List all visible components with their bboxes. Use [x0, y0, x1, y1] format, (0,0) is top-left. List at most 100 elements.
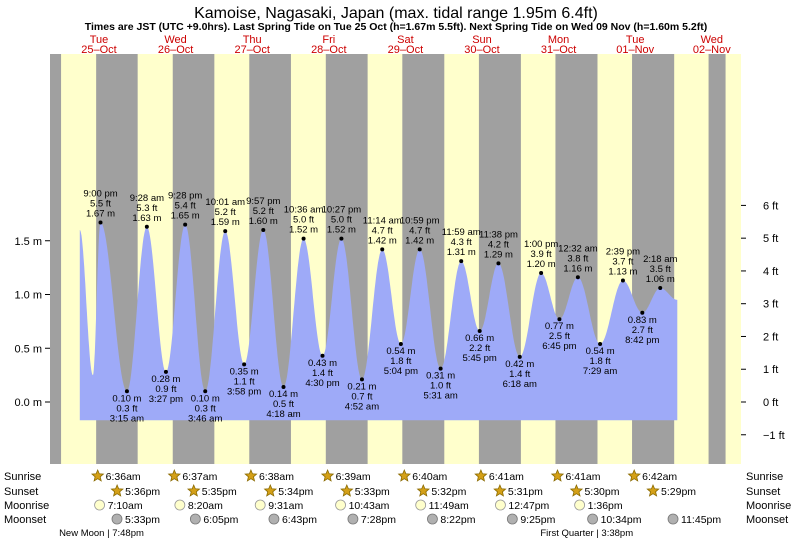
row-label-right: Moonset — [746, 514, 788, 526]
tide-label-line: 4:52 am — [345, 401, 379, 412]
tide-label-line: 3.9 ft — [531, 249, 552, 260]
day-date-label: 25–Oct — [81, 44, 116, 56]
tide-labels-layer: 9:00 pm5.5 ft1.67 m0.10 m0.3 ft3:15 am9:… — [83, 188, 677, 424]
tide-point — [281, 384, 286, 389]
day-date-label: 01–Nov — [616, 44, 654, 56]
day-of-week-label: Mon — [548, 34, 569, 46]
moonrise-time: 12:47pm — [508, 500, 549, 512]
moonset-time: 11:45pm — [681, 514, 721, 526]
tide-label-line: 4.2 ft — [488, 239, 509, 250]
sunset-icon — [263, 483, 278, 497]
moonset-icon — [268, 513, 280, 525]
tide-label-line: 1.52 m — [327, 225, 356, 236]
moonrise-time: 8:20am — [188, 500, 223, 512]
tide-label-line: 0.14 m — [269, 389, 298, 400]
sunrise-time: 6:39am — [336, 471, 371, 483]
header-layer: Kamoise, Nagasaki, Japan (max. tidal ran… — [85, 5, 707, 33]
tide-label-line: 6:18 am — [503, 379, 537, 390]
right-axis-tick-label: −1 ft — [763, 430, 785, 442]
tide-label-line: 9:28 pm — [168, 191, 202, 202]
low-tide-label: 0.54 m1.8 ft5:04 pm — [384, 346, 418, 377]
tide-label-line: 1.8 ft — [390, 356, 411, 367]
moonrise-time: 7:10am — [108, 500, 143, 512]
tide-point — [539, 271, 544, 275]
tide-label-line: 9:00 pm — [83, 188, 117, 199]
low-tide-label: 0.28 m0.9 ft3:27 pm — [149, 374, 183, 405]
row-label-left: Moonset — [4, 514, 46, 526]
left-axis-tick-label: 1.0 m — [14, 290, 42, 302]
moonrise-time: 1:36pm — [588, 500, 623, 512]
sunset-time: 5:35pm — [202, 486, 237, 498]
moonrise-icon — [174, 499, 186, 511]
day-of-week-label: Sun — [472, 34, 492, 46]
tide-label-line: 7:29 am — [583, 366, 617, 377]
row-label-left: Sunrise — [4, 471, 41, 483]
tide-point — [203, 389, 208, 394]
axis-layer: 1.5 m 1.0 m 0.5 m 0.0 m 6 ft 5 ft 4 ft 3 ft 2 ft… — [14, 200, 784, 441]
night-band — [50, 54, 62, 464]
tide-label-line: 1:00 pm — [524, 239, 558, 250]
moonset-icon — [506, 513, 518, 525]
chart-subtitle: Times are JST (UTC +9.0hrs). Last Spring… — [85, 21, 707, 33]
tide-label-line: 1.31 m — [447, 247, 476, 258]
tide-point — [144, 224, 149, 229]
right-axis-tick-label: 1 ft — [763, 364, 778, 376]
day-of-week-label: Thu — [243, 34, 262, 46]
sunrise-time: 6:38am — [259, 471, 294, 483]
left-axis-tick-label: 1.5 m — [14, 236, 42, 248]
tide-point — [242, 362, 247, 367]
moonset-time: 7:28pm — [361, 514, 396, 526]
moonrise-icon — [254, 499, 266, 511]
day-date-label: 28–Oct — [311, 44, 346, 56]
night-band — [708, 54, 726, 464]
high-tide-label: 10:27 pm5.0 ft1.52 m — [322, 205, 362, 236]
tide-point — [417, 247, 422, 252]
sunrise-icon — [550, 468, 565, 482]
tide-label-line: 0.10 m — [112, 393, 141, 404]
tide-area-layer — [79, 222, 678, 421]
tide-label-line: 3:15 am — [110, 413, 144, 424]
tide-label-line: 0.28 m — [151, 374, 180, 385]
tide-label-line: 10:36 am — [284, 205, 324, 216]
day-of-week-label: Fri — [322, 34, 335, 46]
day-date-label: 26–Oct — [158, 44, 193, 56]
tide-point — [459, 259, 464, 264]
tide-label-line: 11:14 am — [363, 215, 402, 226]
sun-moon-table: Sunrise Sunrise Sunset Sunset Moonrise Moonri… — [4, 468, 791, 539]
right-axis-tick-label: 5 ft — [763, 233, 778, 245]
day-headers: Tue25–OctWed26–OctThu27–OctFri28–OctSat2… — [81, 34, 731, 56]
moonrise-icon — [495, 499, 506, 511]
tide-point — [339, 236, 344, 241]
tide-label-line: 0.3 ft — [195, 403, 216, 414]
tide-label-line: 0.10 m — [191, 393, 220, 404]
sunrise-icon — [320, 468, 335, 482]
tide-label-line: 2:39 pm — [606, 247, 640, 258]
tide-label-line: 4:18 am — [266, 409, 300, 420]
high-tide-label: 2:39 pm3.7 ft1.13 m — [606, 247, 640, 278]
day-date-label: 31–Oct — [541, 44, 576, 56]
tide-label-line: 1.42 m — [405, 235, 434, 246]
low-tide-label: 0.43 m1.4 ft4:30 pm — [305, 358, 339, 389]
day-date-label: 30–Oct — [464, 44, 499, 56]
high-tide-label: 11:14 am4.7 ft1.42 m — [363, 215, 402, 246]
tide-point — [658, 286, 663, 291]
day-date-label: 29–Oct — [388, 44, 423, 56]
left-axis-tick-label: 0.5 m — [14, 343, 42, 355]
moonset-icon — [111, 513, 123, 525]
tide-label-line: 0.5 ft — [273, 399, 294, 410]
high-tide-label: 2:18 am3.5 ft1.06 m — [643, 254, 677, 285]
tide-label-line: 0.21 m — [347, 381, 376, 392]
tide-label-line: 2:18 am — [643, 254, 677, 265]
row-label-right: Sunset — [746, 486, 780, 498]
sunset-icon — [416, 483, 430, 497]
sunset-time: 5:30pm — [584, 486, 619, 498]
sunset-time: 5:31pm — [508, 486, 543, 498]
low-tide-label: 0.42 m1.4 ft6:18 am — [503, 359, 537, 390]
tide-label-line: 10:27 pm — [322, 205, 362, 216]
high-tide-label: 9:28 pm5.4 ft1.65 m — [168, 191, 202, 222]
high-tide-label: 9:57 pm5.2 ft1.60 m — [246, 196, 280, 227]
tide-label-line: 9:28 am — [130, 193, 164, 204]
sunset-icon — [646, 483, 660, 497]
